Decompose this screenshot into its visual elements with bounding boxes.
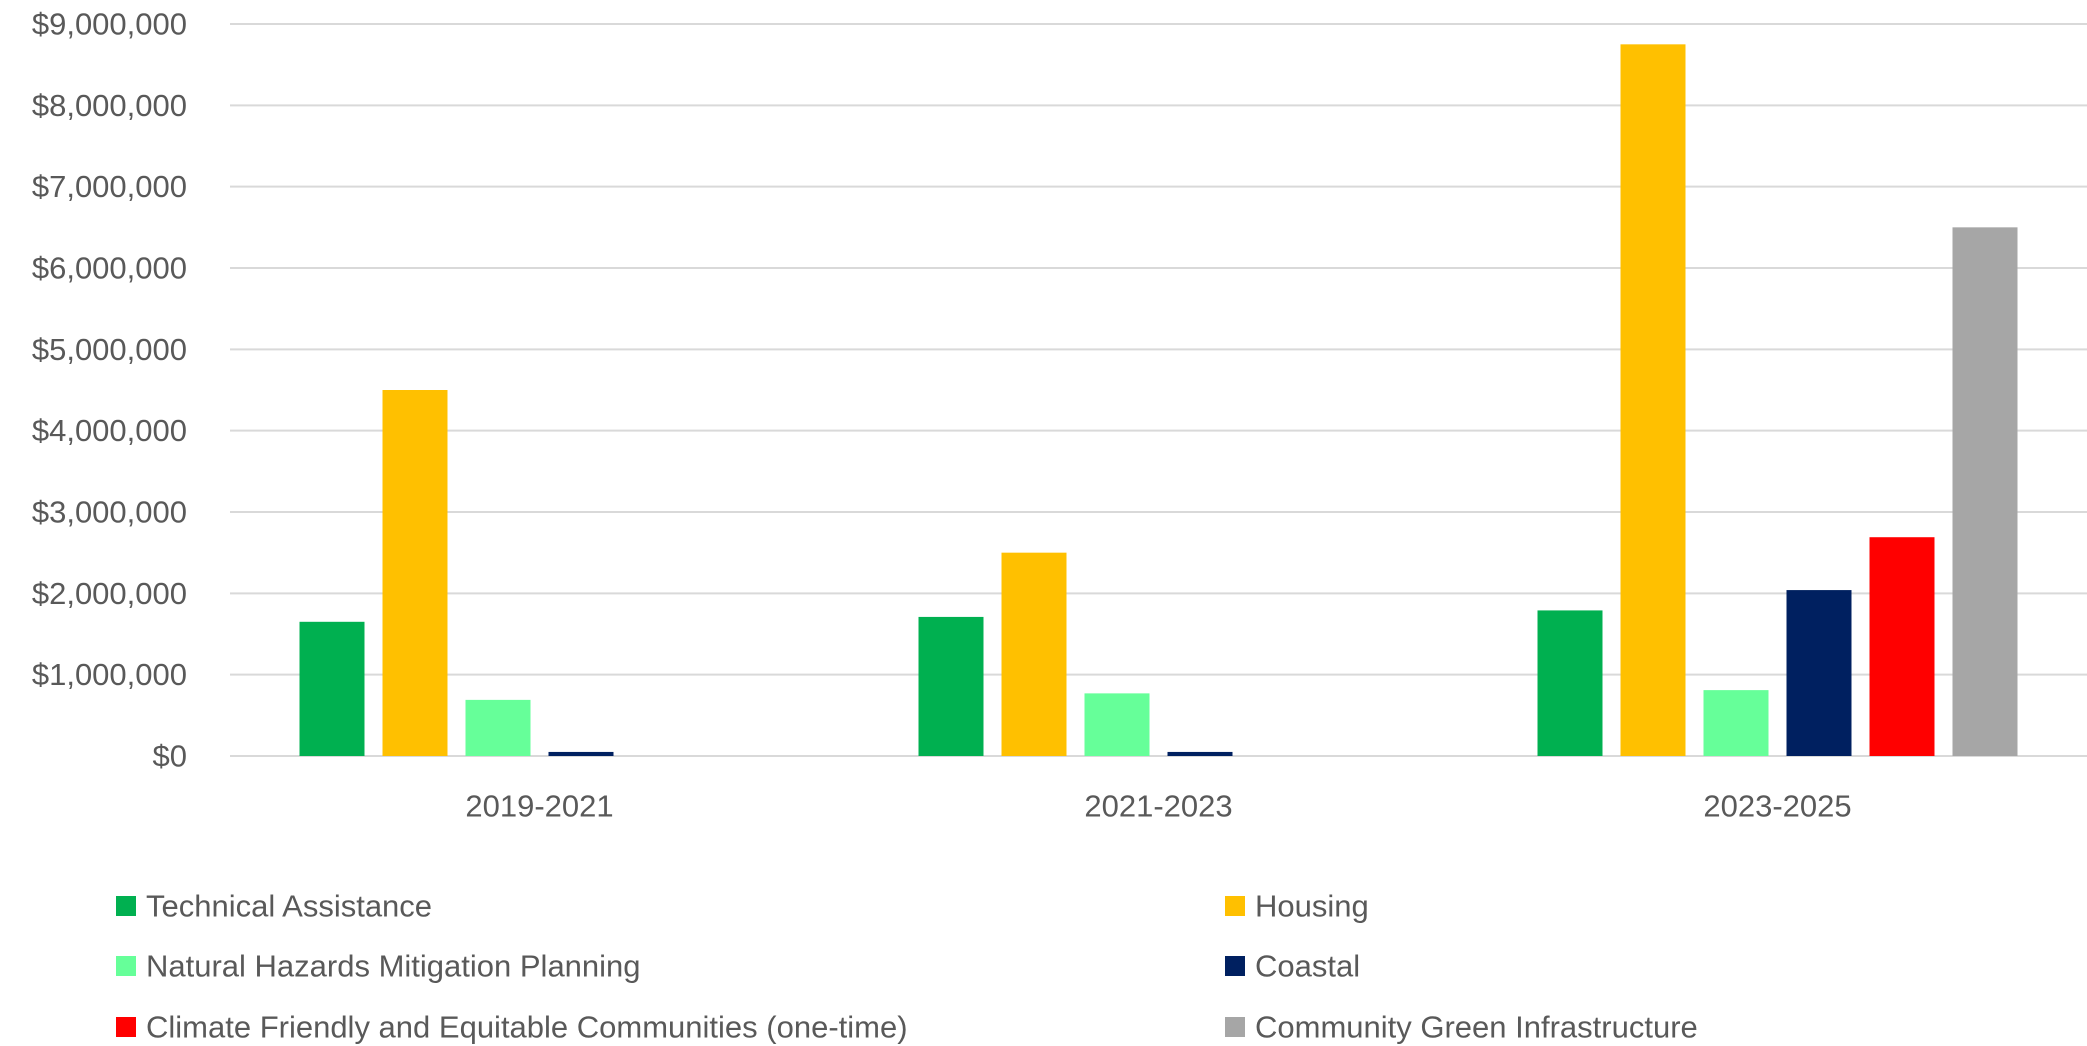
y-axis-tick-labels: $0 $1,000,000 $2,000,000 $3,000,000 $4,000,0… [32, 7, 187, 774]
y-tick-label: $4,000,000 [32, 413, 187, 448]
y-tick-label: $0 [153, 739, 187, 774]
bar-technical-assistance-2021-2023 [918, 616, 984, 756]
y-tick-label: $7,000,000 [32, 169, 187, 204]
legend-label: Community Green Infrastructure [1255, 1010, 1698, 1045]
x-tick-label: 2019-2021 [465, 789, 613, 824]
y-tick-label: $8,000,000 [32, 88, 187, 123]
legend-swatch [116, 896, 136, 916]
bar-technical-assistance-2019-2021 [299, 621, 365, 756]
bar-housing-2023-2025 [1620, 44, 1686, 757]
bar-community-green-infrastructure-2023-2025 [1952, 227, 2018, 757]
bar-housing-2021-2023 [1001, 552, 1067, 756]
legend-label: Housing [1255, 889, 1369, 924]
y-tick-label: $9,000,000 [32, 7, 187, 42]
bar-climate-friendly-and-equitable-communities-one-time-2023-2025 [1869, 537, 1935, 756]
legend-label: Climate Friendly and Equitable Communiti… [146, 1010, 908, 1045]
y-tick-label: $5,000,000 [32, 332, 187, 367]
bar-coastal-2019-2021 [548, 751, 614, 756]
bar-natural-hazards-mitigation-planning-2021-2023 [1084, 693, 1150, 756]
gridlines [230, 23, 2087, 757]
legend-label: Coastal [1255, 949, 1360, 984]
legend-label: Natural Hazards Mitigation Planning [146, 949, 641, 984]
legend-swatch [116, 1017, 136, 1037]
bar-natural-hazards-mitigation-planning-2023-2025 [1703, 690, 1769, 756]
x-tick-label: 2023-2025 [1703, 789, 1851, 824]
y-tick-label: $6,000,000 [32, 251, 187, 286]
legend-label: Technical Assistance [146, 889, 432, 924]
legend-swatch [1225, 956, 1245, 976]
x-tick-label: 2021-2023 [1084, 789, 1232, 824]
x-axis-tick-labels: 2019-2021 2021-2023 2023-2025 [465, 789, 1851, 824]
legend-swatch [116, 956, 136, 976]
y-tick-label: $1,000,000 [32, 657, 187, 692]
bar-housing-2019-2021 [382, 390, 448, 756]
legend-swatch [1225, 1017, 1245, 1037]
y-tick-label: $2,000,000 [32, 576, 187, 611]
bar-coastal-2023-2025 [1786, 590, 1852, 756]
bars [299, 44, 2018, 757]
legend: Technical Assistance Housing Natural Hazar… [116, 889, 1698, 1045]
bar-technical-assistance-2023-2025 [1537, 610, 1603, 756]
y-tick-label: $3,000,000 [32, 495, 187, 530]
bar-coastal-2021-2023 [1167, 751, 1233, 756]
bar-natural-hazards-mitigation-planning-2019-2021 [465, 699, 531, 756]
legend-swatch [1225, 896, 1245, 916]
